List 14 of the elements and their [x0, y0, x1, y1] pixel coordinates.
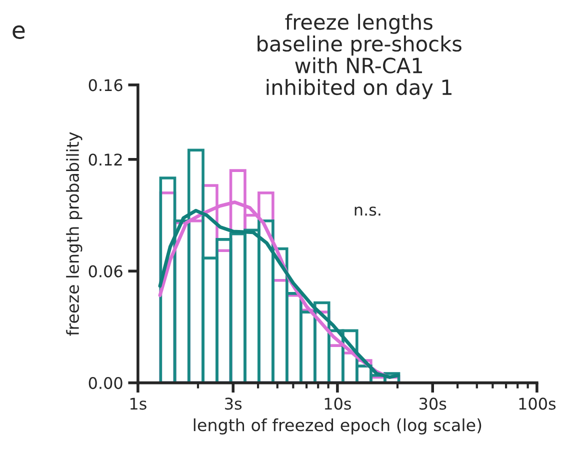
y-tick-label: 0.12 — [88, 154, 122, 166]
x-tick-label: 10s — [324, 398, 351, 410]
x-tick-label: 30s — [420, 398, 446, 410]
y-axis-title: freeze length probability — [66, 132, 82, 336]
y-tick-label: 0.00 — [88, 377, 122, 390]
x-tick-label: 1s — [130, 398, 146, 410]
x-axis-title: length of freezed epoch (log scale) — [194, 418, 482, 435]
y-tick-label: 0.06 — [88, 265, 122, 278]
x-tick-label: 3s — [225, 398, 242, 410]
text: e — [12, 25, 25, 39]
chart-title: freeze lengths baseline pre-shocks with NR-CA1 inhibited on day 1 — [258, 14, 462, 100]
annotation: n.s. — [354, 206, 380, 216]
y-tick-label: 0.16 — [88, 79, 122, 92]
x-tick-label: 100s — [519, 398, 556, 410]
